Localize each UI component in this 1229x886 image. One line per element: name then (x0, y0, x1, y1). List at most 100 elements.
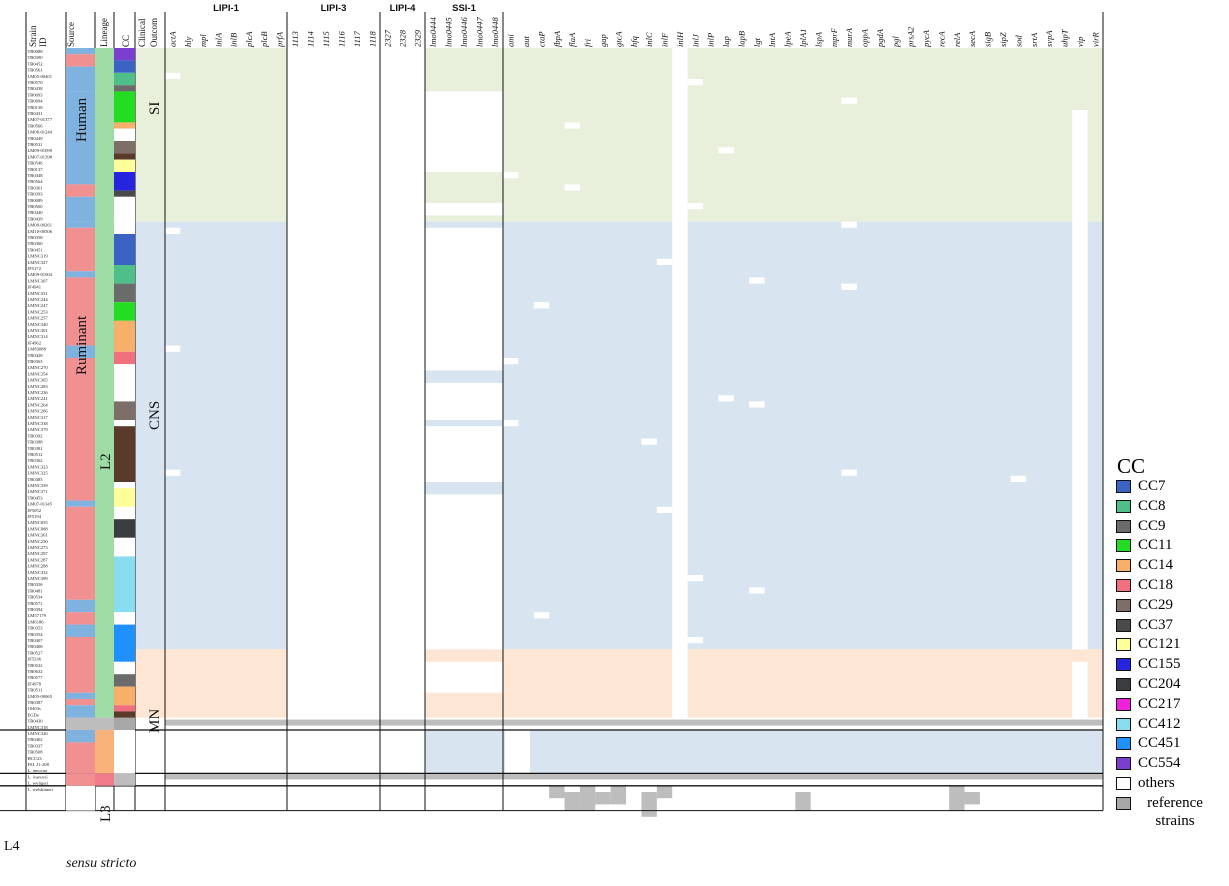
strain-label: TB0428 (28, 353, 44, 358)
source-block (66, 48, 95, 55)
gene-header: 1118 (367, 31, 377, 47)
gene-header: ctaP (536, 31, 546, 47)
gene-header: gtcA (613, 31, 623, 47)
gene-header: 1117 (352, 31, 362, 47)
source-block (66, 730, 95, 743)
lineage-ref-block (95, 717, 114, 730)
gene-header: fbpA (552, 30, 562, 47)
source-block (66, 277, 95, 346)
legend-label: CC155 (1138, 656, 1181, 673)
strain-label: TB0393 (28, 192, 44, 197)
cc-ref-block (114, 717, 135, 730)
legend-swatch (1116, 776, 1131, 790)
cc-block (114, 128, 135, 141)
strain-label: TB0546 (28, 161, 44, 166)
source-block (66, 506, 95, 600)
gene-header: recA (936, 30, 946, 47)
gene-header: oppA (860, 28, 870, 47)
gene-header: secA (967, 30, 977, 47)
strain-label: TB0408 (28, 644, 44, 649)
strain-label: TB0354 (28, 632, 44, 637)
cc-block (114, 72, 135, 86)
legend-label: CC11 (1138, 537, 1173, 554)
legend-swatch (1116, 697, 1131, 711)
gene-header: inlH (675, 31, 685, 47)
cc-block (114, 60, 135, 73)
gene-header: inlJ (690, 33, 700, 47)
absent-cell (641, 438, 657, 445)
cc-block (114, 506, 135, 520)
strain-label: LMNC250 (28, 539, 49, 544)
strain-label: FSL J1-208 (28, 762, 50, 767)
legend-label: CC204 (1138, 675, 1181, 692)
legend-item: CC217 (1116, 695, 1228, 715)
gene-header: 1113 (290, 31, 300, 47)
legend-item: CC412 (1116, 715, 1228, 735)
legend-label: CC217 (1138, 695, 1181, 712)
legend-item: others (1116, 774, 1228, 794)
gene-header: virR (1090, 32, 1100, 47)
strain-label: LM09-01099 (28, 148, 53, 153)
strain-label: TB0451 (28, 247, 44, 252)
source-block (66, 637, 95, 693)
gene-header: 1114 (305, 31, 315, 47)
legend-label: reference strains (1147, 794, 1203, 829)
cc-block (114, 190, 135, 197)
strain-label: LMNC247 (28, 303, 49, 308)
legend-label: CC37 (1138, 616, 1174, 633)
strain-label: LMNC332 (28, 570, 49, 575)
absent-cell (533, 612, 550, 619)
outcome-cell-si (135, 48, 165, 222)
absent-cell (687, 575, 703, 582)
l3-block (530, 730, 1103, 774)
gene-header: sipZ (998, 32, 1008, 47)
strain-label: TB0632 (28, 669, 44, 674)
legend-swatch (1116, 519, 1131, 533)
cc-block (114, 141, 135, 154)
legend-swatch (1116, 559, 1131, 573)
strain-label: TB0358 (28, 235, 44, 240)
gene-header: pycA (921, 29, 931, 48)
strain-label: LMNC314 (28, 334, 49, 339)
legend-label: CC451 (1138, 735, 1181, 752)
species-gene-cell (656, 785, 673, 799)
cc-block (114, 537, 135, 557)
source-block (66, 624, 95, 637)
legend-label: CC121 (1138, 636, 1181, 653)
strain-label: TB0560 (28, 204, 44, 209)
source-block (66, 227, 95, 272)
strain-label: LMNC270 (28, 365, 49, 370)
source-block (66, 79, 95, 92)
absent-cell (533, 302, 550, 309)
legend-swatch (1116, 796, 1131, 810)
source-block (66, 717, 95, 730)
cc-ref-block (114, 773, 135, 786)
strain-label: TB0485 (28, 477, 44, 482)
cc-block (114, 91, 135, 123)
strain-label: TB0577 (28, 675, 44, 680)
cc-block (114, 48, 135, 61)
legend-item: CC37 (1116, 616, 1228, 636)
absent-block (672, 48, 688, 718)
strain-label: TB0362 (28, 458, 44, 463)
cc-block (114, 196, 135, 222)
cc-block (114, 122, 135, 129)
outcome-cell-cns (135, 221, 165, 650)
species-gene-cell (641, 792, 657, 817)
clinical-header: Outcom (149, 18, 159, 47)
legend-swatch (1116, 618, 1131, 632)
strain-label: LMNC287 (28, 557, 49, 562)
strain-label: LMNC266 (28, 409, 49, 414)
gene-header: lmo0445 (443, 17, 453, 47)
lineage-l2-label: L2 (98, 453, 114, 470)
gene-header: vip (1075, 37, 1085, 47)
gene-header: mpl (198, 34, 208, 47)
strain-label: TB0534 (28, 595, 44, 600)
cc-header: CC (121, 35, 131, 47)
source-block (66, 742, 95, 774)
reference-row (165, 719, 1103, 726)
legend-item: CC155 (1116, 655, 1228, 675)
strain-label: L. ivanovii (28, 774, 49, 779)
gene-header: prfA (274, 31, 284, 48)
absent-block (425, 382, 503, 420)
